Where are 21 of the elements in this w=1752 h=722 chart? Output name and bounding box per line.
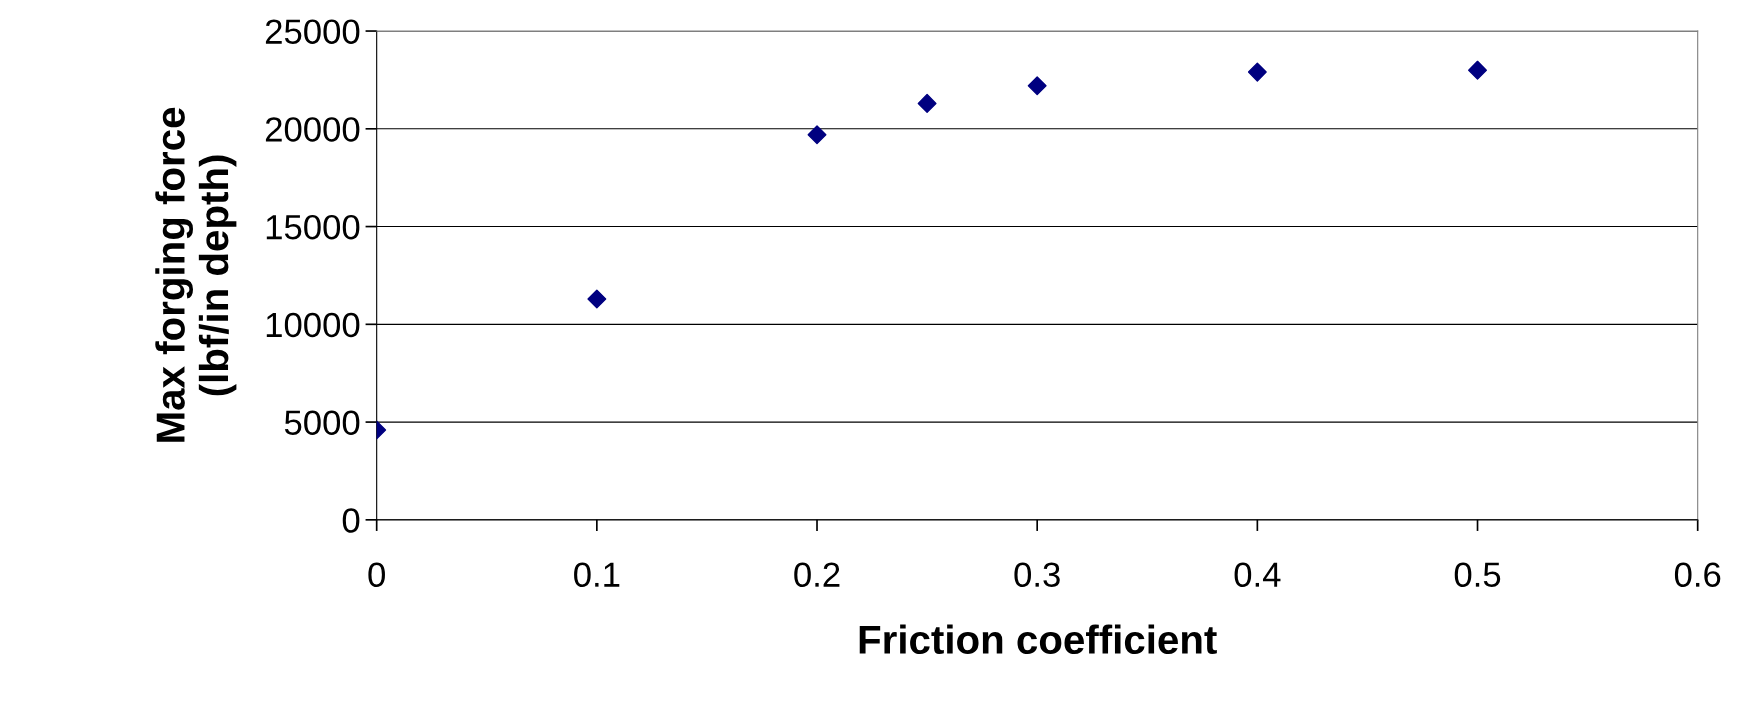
point [587, 289, 607, 309]
y-axis-title: Max forging force (lbf/in depth) [155, 107, 237, 442]
point [807, 125, 827, 145]
x-tick-label: 0 [368, 562, 385, 588]
x-tick-label: 0.4 [1234, 562, 1281, 588]
y-tick-label: 10000 [266, 312, 360, 338]
x-tick-label: 0.3 [1014, 562, 1060, 588]
point [1247, 62, 1267, 82]
point [917, 93, 937, 113]
y-tick-label: 25000 [265, 19, 360, 44]
y-tick-label: 20000 [265, 117, 360, 142]
point [1027, 76, 1047, 96]
x-tick-label: 0.5 [1454, 562, 1501, 588]
x-tick-label: 0.1 [574, 562, 620, 588]
x-tick-label: 0.2 [794, 562, 840, 588]
y-tick-label: 5000 [284, 410, 360, 435]
x-axis-title: Friction coefficient [859, 624, 1217, 655]
point [1468, 60, 1487, 80]
y-tick-label: 0 [342, 508, 360, 533]
y-tick-label: 15000 [266, 214, 360, 240]
x-tick-label: 0.6 [1674, 562, 1721, 588]
